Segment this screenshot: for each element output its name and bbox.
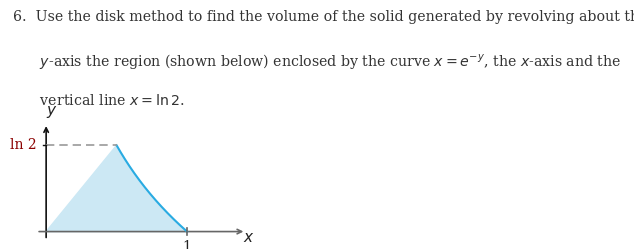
Text: $y$: $y$ [46,104,58,120]
Text: ln 2: ln 2 [10,138,36,152]
Text: 6.  Use the disk method to find the volume of the solid generated by revolving a: 6. Use the disk method to find the volum… [13,10,634,24]
Text: vertical line $x = \ln 2$.: vertical line $x = \ln 2$. [13,93,184,108]
Polygon shape [46,145,187,232]
Text: 1: 1 [183,240,191,249]
Text: $x$: $x$ [243,231,255,245]
Text: $y$-axis the region (shown below) enclosed by the curve $x = e^{-y}$, the $x$-ax: $y$-axis the region (shown below) enclos… [13,52,621,71]
